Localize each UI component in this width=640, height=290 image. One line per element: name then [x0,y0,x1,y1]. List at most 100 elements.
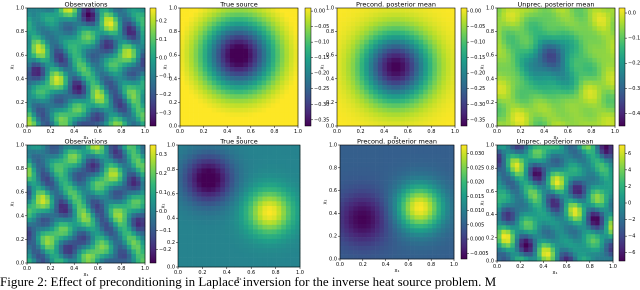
heatmap-cell [384,206,389,211]
heatmap-cell [275,121,280,126]
heatmap-cell [41,254,46,259]
heatmap-cell [197,253,202,258]
heatmap-cell [45,99,50,104]
heatmap-cell [346,103,351,108]
heatmap-cell [410,215,415,220]
heatmap-cell [244,145,249,150]
heatmap-cell [364,8,369,13]
heatmap-cell [410,250,415,255]
heatmap-cell [358,171,363,176]
heatmap-cell [36,154,41,159]
heatmap-cell [59,258,64,263]
heatmap-cell [32,40,37,45]
heatmap-cell [59,112,64,117]
heatmap-cell [104,108,109,113]
heatmap-cell [415,255,420,260]
heatmap-cell [286,187,291,192]
heatmap-cell [192,253,197,258]
heatmap-cell [538,8,543,13]
heatmap-cell [27,204,32,209]
heatmap-cell [59,186,64,191]
heatmap-cell [450,237,455,242]
heatmap-cell [100,31,105,36]
heatmap-cell [415,220,420,225]
heatmap-cell [216,72,221,77]
heatmap-cell [27,190,32,195]
heatmap-cell [373,112,378,117]
heatmap-cell [183,178,188,183]
heatmap-cell [529,62,534,67]
heatmap-cell [54,172,59,177]
heatmap-cell [127,62,132,67]
heatmap-cell [397,215,402,220]
heatmap-cell [520,103,525,108]
heatmap-cell [369,22,374,27]
heatmap-cell [95,94,100,99]
heatmap-cell [437,81,442,86]
heatmap-cell [45,145,50,150]
heatmap-cell [397,163,402,168]
heatmap-cell [212,58,217,63]
heatmap-cell [337,85,342,90]
heatmap-cell [59,195,64,200]
heatmap-cell [253,31,258,36]
heatmap-cell [506,72,511,77]
heatmap-cell [59,13,64,18]
heatmap-cell [221,40,226,45]
heatmap-cell [450,171,455,176]
heatmap-cell [185,35,190,40]
heatmap-cell [419,220,424,225]
heatmap-cell [72,150,77,155]
heatmap-cell [441,180,446,185]
heatmap-cell [428,90,433,95]
heatmap-cell [391,108,396,113]
heatmap-cell [353,206,358,211]
heatmap-cell [346,72,351,77]
heatmap-cell [362,163,367,168]
heatmap-cell [342,85,347,90]
heatmap-cell [216,85,221,90]
heatmap-cell [113,245,118,250]
heatmap-cell [391,53,396,58]
heatmap-cell [109,40,114,45]
heatmap-cell [234,178,239,183]
heatmap-cell [207,62,212,67]
heatmap-cell [86,62,91,67]
heatmap-cell [371,233,376,238]
heatmap-cell [27,35,32,40]
heatmap-cell [387,94,392,99]
heatmap-cell [342,94,347,99]
heatmap-cell [371,149,376,154]
heatmap-cell [262,76,267,81]
heatmap-cell [54,99,59,104]
heatmap-cell [187,248,192,253]
heatmap-cell [405,121,410,126]
heatmap-cell [401,158,406,163]
heatmap-cell [41,199,46,204]
heatmap-cell [197,229,202,234]
heatmap-cell [606,8,611,13]
heatmap-cell [203,81,208,86]
heatmap-cell [432,85,437,90]
heatmap-cell [396,85,401,90]
heatmap-cell [375,149,380,154]
heatmap-cell [63,168,68,173]
heatmap-cell [275,17,280,22]
heatmap-cell [271,112,276,117]
heatmap-cell [506,44,511,49]
heatmap-cell [77,13,82,18]
heatmap-cell [428,8,433,13]
y-tick-label: 1.0 [169,6,177,12]
heatmap-cell [203,8,208,13]
heatmap-cell [225,40,230,45]
heatmap-cell [606,94,611,99]
heatmap-cell [244,206,249,211]
heatmap-cell [248,108,253,113]
heatmap-cell [140,85,145,90]
heatmap-cell [293,13,298,18]
heatmap-cell [520,40,525,45]
heatmap-cell [588,121,593,126]
heatmap-cell [423,228,428,233]
heatmap-cell [136,31,141,36]
heatmap-cell [436,198,441,203]
